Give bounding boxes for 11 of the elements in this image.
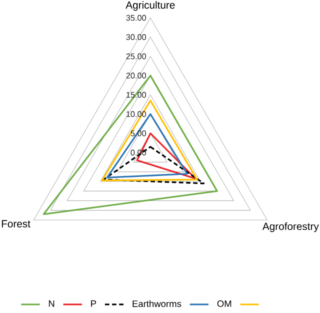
- spoke-label: Agriculture: [126, 1, 175, 11]
- y-tick-label: 20.00: [126, 72, 146, 79]
- legend-label: P: [91, 300, 96, 307]
- legend-label: Earthworms: [132, 300, 182, 308]
- legend-label: N: [48, 300, 54, 307]
- y-tick-label: 30.00: [126, 34, 146, 40]
- spoke-label: Forest: [2, 220, 30, 228]
- legend-label: OM: [217, 300, 232, 307]
- spoke-label: Agroforestry: [262, 222, 319, 232]
- y-tick-label: 25.00: [126, 53, 146, 60]
- y-tick-label: 35.00: [126, 14, 146, 21]
